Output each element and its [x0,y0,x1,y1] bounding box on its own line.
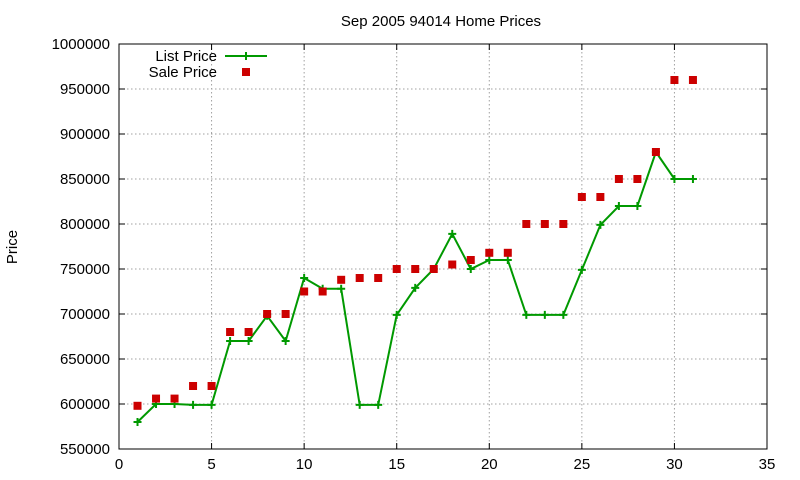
legend-label-sale-price: Sale Price [149,64,217,81]
y-tick-label: 650000 [60,351,110,368]
series [133,76,697,426]
sale-price-point [633,175,642,183]
sale-price-point [559,220,568,228]
list-price-point [503,256,512,264]
grid [119,44,767,449]
list-price-point [614,202,623,210]
list-price-point [540,310,549,319]
y-tick-label: 1000000 [52,36,110,53]
sale-price-point [670,76,679,84]
sale-price-point [429,265,438,273]
list-price-point [670,175,679,183]
list-price-point [559,310,568,319]
list-price-point [411,283,420,292]
y-tick-label: 800000 [60,216,110,233]
x-tick-label: 10 [296,456,313,473]
x-tick-label: 35 [759,456,776,473]
list-price-point [355,400,364,409]
sale-price-point [596,193,605,201]
sale-price-point [522,220,531,228]
list-price-point [688,175,697,183]
x-tick-label: 15 [388,456,405,473]
y-tick-label: 950000 [60,81,110,98]
list-price-point [244,337,253,345]
sale-price-point [614,175,623,183]
sale-price-point [300,287,309,296]
sale-price-point [577,193,586,201]
sale-price-point [355,274,364,282]
list-price-point [207,400,216,409]
y-tick-label: 900000 [60,126,110,143]
plot-frame [118,43,768,450]
chart-title: Sep 2005 94014 Home Prices [341,13,541,30]
sale-price-point [133,401,142,410]
list-price-point [226,337,235,345]
list-price-point [466,265,475,273]
sale-price-point [466,256,475,264]
list-price-point [337,284,346,293]
sale-price-point [651,148,660,156]
list-price-point [300,274,309,282]
list-price-point [448,229,457,238]
list-price-point [596,220,605,229]
sale-price-point [318,287,327,296]
sale-price-point [152,394,161,403]
x-tick-label: 20 [481,456,498,473]
sale-price-point [485,248,494,257]
y-axis-label: Price [4,230,21,264]
sale-price-point [540,220,549,228]
y-tick-label: 550000 [60,441,110,458]
sale-price-point [688,76,697,84]
sale-price-point [448,260,457,269]
sale-price-point [189,382,198,390]
sale-price-point [226,328,235,336]
sale-price-point [170,394,179,403]
y-tick-label: 700000 [60,306,110,323]
axes: 550000 600000 650000 700000 750000 800000 8500… [52,36,776,473]
y-tick-label: 750000 [60,261,110,278]
sale-price-point [392,265,401,273]
sale-price-point [374,274,383,282]
legend-marker-list-price [242,52,250,60]
list-price-point [133,418,142,426]
list-price-point [392,310,401,319]
legend-label-list-price: List Price [155,48,217,65]
list-price-point [374,400,383,409]
sale-price-point [244,328,253,336]
sale-price-point [207,382,216,390]
list-price-point [577,265,586,274]
sale-price-point [337,275,346,284]
sale-price-point [263,310,272,318]
y-tick-label: 600000 [60,396,110,413]
x-tick-label: 25 [574,456,591,473]
sale-price-point [503,248,512,257]
list-price-point [633,202,642,210]
list-price-point [281,337,290,345]
list-price-point [522,310,531,319]
sale-price-point [281,310,290,318]
legend-marker-sale-price [242,68,250,76]
x-tick-label: 30 [666,456,683,473]
list-price-point [189,400,198,409]
x-tick-label: 0 [115,456,123,473]
y-tick-label: 850000 [60,171,110,188]
list-price-point [485,256,494,264]
sale-price-point [411,265,420,273]
x-tick-label: 5 [207,456,215,473]
